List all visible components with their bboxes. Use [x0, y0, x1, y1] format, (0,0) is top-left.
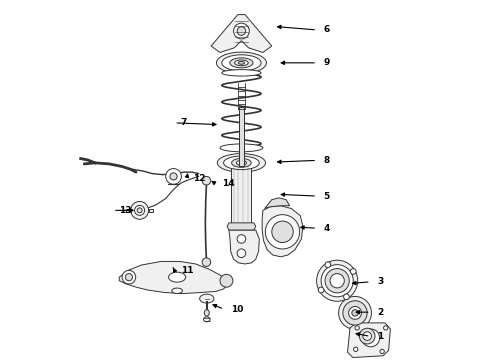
- Polygon shape: [262, 206, 303, 257]
- Text: 3: 3: [377, 277, 383, 286]
- Text: 7: 7: [181, 118, 187, 127]
- Polygon shape: [148, 208, 153, 212]
- Ellipse shape: [222, 69, 261, 76]
- Ellipse shape: [235, 60, 248, 66]
- Circle shape: [359, 328, 375, 344]
- Circle shape: [237, 249, 245, 257]
- Circle shape: [135, 205, 145, 215]
- Circle shape: [237, 235, 245, 243]
- Text: 14: 14: [222, 179, 234, 188]
- Polygon shape: [211, 15, 272, 53]
- Text: 9: 9: [323, 58, 330, 67]
- Text: 1: 1: [377, 332, 383, 341]
- Text: 4: 4: [323, 224, 330, 233]
- Text: 5: 5: [323, 192, 330, 201]
- Ellipse shape: [199, 294, 214, 303]
- Circle shape: [131, 202, 148, 219]
- Circle shape: [384, 326, 388, 330]
- Circle shape: [234, 23, 249, 39]
- Ellipse shape: [238, 62, 245, 64]
- Ellipse shape: [203, 317, 210, 322]
- Text: 10: 10: [231, 305, 243, 314]
- Bar: [239, 107, 244, 166]
- Ellipse shape: [348, 306, 362, 319]
- Circle shape: [170, 173, 177, 180]
- Ellipse shape: [204, 310, 209, 316]
- Circle shape: [354, 347, 358, 351]
- Ellipse shape: [330, 274, 344, 288]
- Ellipse shape: [321, 265, 353, 297]
- Text: 12: 12: [193, 174, 206, 183]
- Ellipse shape: [362, 329, 380, 347]
- Circle shape: [355, 326, 359, 330]
- Circle shape: [325, 262, 331, 267]
- Circle shape: [318, 287, 324, 293]
- Polygon shape: [229, 230, 259, 264]
- Circle shape: [380, 349, 384, 354]
- Circle shape: [343, 294, 349, 300]
- Text: 2: 2: [377, 308, 383, 317]
- Circle shape: [202, 176, 211, 185]
- Polygon shape: [119, 261, 228, 294]
- Ellipse shape: [352, 310, 358, 316]
- Text: 8: 8: [323, 156, 330, 165]
- Bar: [231, 164, 251, 223]
- Circle shape: [220, 274, 233, 287]
- Ellipse shape: [217, 52, 267, 73]
- Text: 13: 13: [119, 206, 132, 215]
- Polygon shape: [347, 323, 391, 357]
- Ellipse shape: [122, 270, 136, 284]
- Ellipse shape: [237, 160, 246, 165]
- Ellipse shape: [317, 260, 358, 301]
- Circle shape: [237, 27, 245, 35]
- Polygon shape: [227, 223, 256, 230]
- Circle shape: [202, 258, 211, 266]
- Circle shape: [137, 208, 142, 213]
- Ellipse shape: [339, 296, 371, 329]
- Ellipse shape: [125, 274, 132, 281]
- Ellipse shape: [232, 158, 251, 167]
- Ellipse shape: [343, 301, 367, 325]
- Circle shape: [166, 168, 181, 184]
- Bar: [239, 107, 244, 166]
- Ellipse shape: [222, 55, 261, 71]
- Text: 6: 6: [323, 26, 330, 35]
- Circle shape: [266, 215, 300, 249]
- Ellipse shape: [169, 272, 186, 282]
- Polygon shape: [126, 208, 131, 212]
- Ellipse shape: [230, 58, 253, 68]
- Ellipse shape: [223, 156, 259, 170]
- Circle shape: [363, 332, 371, 341]
- Ellipse shape: [220, 144, 263, 152]
- Text: 11: 11: [181, 266, 193, 275]
- Circle shape: [350, 269, 356, 274]
- Circle shape: [272, 221, 293, 243]
- Ellipse shape: [218, 154, 266, 172]
- Ellipse shape: [325, 269, 349, 293]
- Ellipse shape: [172, 288, 182, 293]
- Polygon shape: [265, 198, 290, 208]
